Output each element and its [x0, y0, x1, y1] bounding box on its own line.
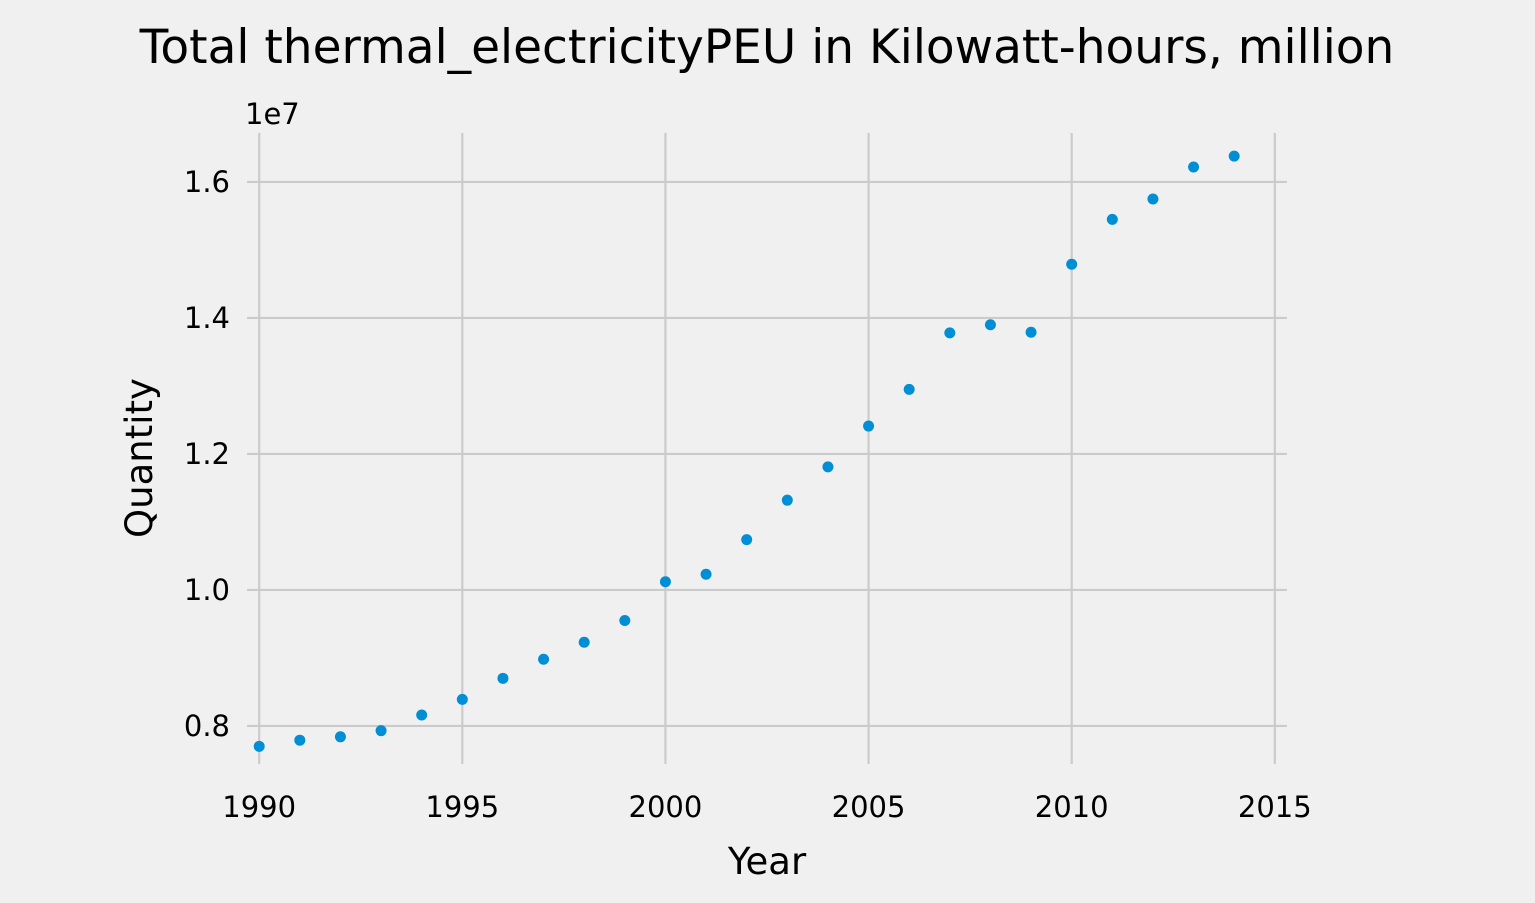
data-point — [253, 740, 265, 752]
data-point — [497, 672, 509, 684]
y-tick-label: 1.2 — [184, 437, 230, 471]
data-point — [619, 615, 631, 627]
data-point — [1106, 213, 1118, 225]
y-axis-ticks: 0.8 1.0 1.2 1.4 1.6 — [184, 165, 230, 743]
data-point — [741, 534, 753, 546]
data-point — [1066, 258, 1078, 270]
data-point — [456, 693, 468, 705]
data-point — [375, 725, 387, 737]
data-point — [334, 731, 346, 743]
x-axis-ticks: 1990 1995 2000 2005 2010 2015 — [222, 790, 1311, 824]
data-point — [1025, 326, 1037, 338]
data-point — [1228, 150, 1240, 162]
data-point — [416, 709, 428, 721]
data-point — [863, 420, 875, 432]
y-tick-label: 0.8 — [184, 709, 230, 743]
data-points — [253, 150, 1240, 752]
data-point — [822, 461, 834, 473]
x-tick-label: 2010 — [1035, 790, 1109, 824]
data-point — [781, 494, 793, 506]
data-point — [944, 327, 956, 339]
data-point — [984, 319, 996, 331]
data-point — [700, 568, 712, 580]
data-point — [1147, 193, 1159, 205]
y-tick-label: 1.6 — [184, 165, 230, 199]
data-point — [903, 383, 915, 395]
y-axis-title: Quantity — [118, 378, 161, 538]
x-tick-label: 2015 — [1238, 790, 1312, 824]
y-tick-label: 1.4 — [184, 301, 230, 335]
grid-lines — [247, 133, 1287, 764]
x-tick-label: 1990 — [222, 790, 296, 824]
x-tick-label: 1995 — [425, 790, 499, 824]
data-point — [538, 653, 550, 665]
data-point — [578, 636, 590, 648]
data-point — [659, 576, 671, 588]
x-tick-label: 2005 — [832, 790, 906, 824]
x-axis-title: Year — [727, 840, 807, 883]
data-point — [1188, 161, 1200, 173]
x-tick-label: 2000 — [629, 790, 703, 824]
y-offset-label: 1e7 — [245, 97, 300, 131]
chart-title: Total thermal_electricityPEU in Kilowatt… — [139, 20, 1395, 75]
data-point — [294, 734, 306, 746]
y-tick-label: 1.0 — [184, 573, 230, 607]
